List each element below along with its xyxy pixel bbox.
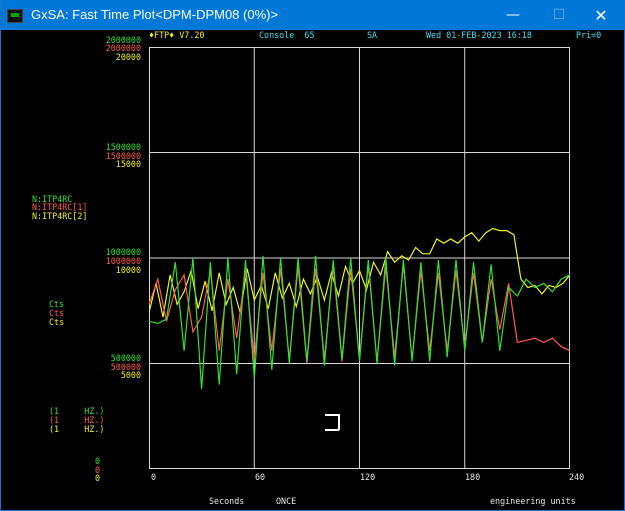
- trace-yellow: [149, 227, 570, 318]
- y-tick-red: 0: [95, 465, 101, 475]
- y-tick-yellow: 15000: [115, 159, 141, 169]
- x-tick: 0: [151, 472, 157, 482]
- rate-green: (1 HZ.): [49, 406, 105, 416]
- y-tick-yellow: 5000: [120, 370, 141, 380]
- app-version: ♦FTP♦ V7.20: [149, 30, 205, 40]
- minimize-button[interactable]: —: [506, 7, 520, 23]
- close-button[interactable]: ✕: [594, 5, 608, 25]
- x-axis-label: Seconds: [209, 496, 245, 506]
- date-time: Wed 01-FEB-2023 16:18: [426, 30, 532, 40]
- x-tick: 60: [255, 472, 266, 482]
- y-tick-red: 1500000: [105, 151, 141, 161]
- units-yellow: Cts: [49, 317, 65, 327]
- terminal-app-icon: [7, 9, 23, 23]
- trace-green: [149, 255, 570, 389]
- y-tick-red: 500000: [110, 362, 141, 372]
- device-name-green[interactable]: N:ITP4RC: [32, 194, 73, 204]
- mode-label: SA: [367, 30, 378, 40]
- y-tick-green: 1500000: [105, 142, 141, 152]
- plot-area[interactable]: [149, 47, 570, 469]
- x-tick: 120: [360, 472, 376, 482]
- y-tick-green: 0: [95, 456, 101, 466]
- y-tick-yellow: 20000: [115, 52, 141, 62]
- device-name-red[interactable]: N:ITP4RC[1]: [32, 202, 88, 212]
- units-green: Cts: [49, 299, 65, 309]
- y-tick-yellow: 0: [95, 473, 101, 483]
- maximize-button[interactable]: ☐: [552, 7, 566, 23]
- plot-mode[interactable]: ONCE: [276, 496, 297, 506]
- units-mode[interactable]: engineering units: [490, 496, 576, 506]
- crosshair-cursor-icon: [325, 414, 340, 431]
- y-tick-green: 2000000: [105, 35, 141, 45]
- window-title: GxSA: Fast Time Plot<DPM-DPM08 (0%)>: [31, 7, 279, 22]
- units-red: Cts: [49, 308, 65, 318]
- y-tick-yellow: 10000: [115, 265, 141, 275]
- rate-yellow: (1 HZ.): [49, 424, 105, 434]
- device-name-yellow[interactable]: N:ITP4RC[2]: [32, 211, 88, 221]
- priority-label: Pri=0: [576, 30, 602, 40]
- y-tick-green: 500000: [110, 353, 141, 363]
- rate-red: (1 HZ.): [49, 415, 105, 425]
- x-tick: 240: [569, 472, 585, 482]
- y-tick-green: 1000000: [105, 247, 141, 257]
- y-tick-red: 2000000: [105, 43, 141, 53]
- title-bar[interactable]: GxSA: Fast Time Plot<DPM-DPM08 (0%)> — ☐…: [1, 0, 624, 30]
- y-tick-red: 1000000: [105, 256, 141, 266]
- console-number: Console 65: [259, 30, 315, 40]
- x-tick: 180: [465, 472, 481, 482]
